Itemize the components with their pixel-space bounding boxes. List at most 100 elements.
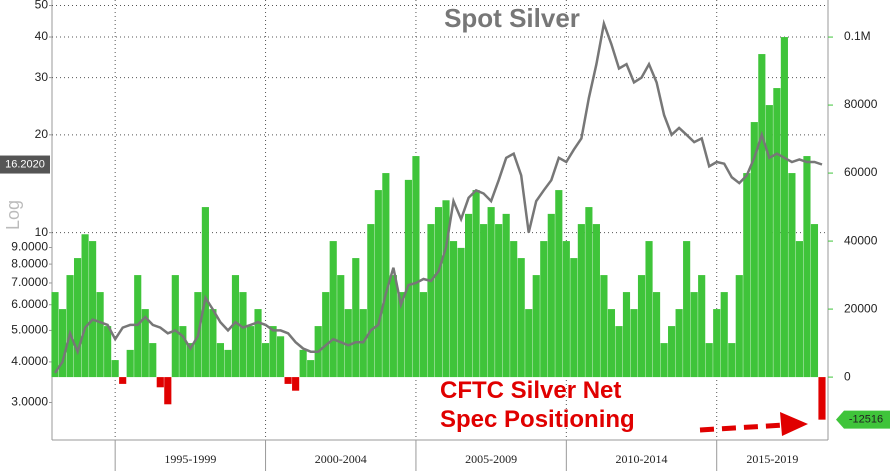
bar xyxy=(51,292,59,378)
bar xyxy=(607,309,616,378)
bar xyxy=(186,343,194,378)
bar xyxy=(773,88,781,378)
last-value-tag xyxy=(0,155,50,174)
y-tick-label: 50 xyxy=(35,0,49,12)
bar xyxy=(66,275,74,378)
bar xyxy=(111,360,119,378)
bar xyxy=(728,343,736,378)
bar xyxy=(788,173,796,378)
bar xyxy=(570,258,578,378)
bar xyxy=(246,326,255,378)
bar xyxy=(540,241,548,378)
bar xyxy=(758,54,766,378)
bar xyxy=(487,207,495,378)
bar xyxy=(592,224,600,378)
bar xyxy=(547,213,555,378)
y2-tick-label: 0.1M xyxy=(844,29,871,43)
bar xyxy=(720,292,728,378)
y-tick-label: 8.0000 xyxy=(11,256,48,270)
series-annotation: CFTC Silver Net Spec Positioning xyxy=(440,377,635,433)
bar xyxy=(156,377,164,388)
y-tick-label: 6.0000 xyxy=(11,297,48,311)
bar xyxy=(743,173,751,378)
bar xyxy=(525,309,533,378)
bar xyxy=(780,37,788,378)
arrow-line xyxy=(699,422,786,433)
bar xyxy=(164,377,172,405)
x-period-label: 2015-2019 xyxy=(746,452,798,466)
bar xyxy=(58,309,67,378)
bar xyxy=(803,156,811,378)
bar xyxy=(818,377,826,420)
y2-tick-label: 0 xyxy=(844,369,851,383)
bar xyxy=(344,309,352,378)
bar xyxy=(683,241,691,378)
bar xyxy=(442,200,450,378)
last-value-label: -12516 xyxy=(849,414,883,426)
bar xyxy=(277,336,285,378)
bar xyxy=(419,292,428,378)
y-tick-label: 7.0000 xyxy=(11,275,48,289)
bar xyxy=(690,292,698,378)
y-tick-label: 3.0000 xyxy=(11,395,48,409)
y-tick-label: 20 xyxy=(35,127,49,141)
bar xyxy=(329,241,337,378)
bar xyxy=(397,292,405,378)
bar xyxy=(374,190,382,378)
bar xyxy=(510,241,518,378)
bar xyxy=(622,292,631,378)
bar xyxy=(555,190,563,378)
bar xyxy=(577,224,585,378)
bar xyxy=(698,275,706,378)
bar xyxy=(465,213,473,378)
y-tick-label: 30 xyxy=(35,70,49,84)
bar xyxy=(810,224,819,378)
bar xyxy=(104,326,112,378)
bar xyxy=(427,224,435,378)
bar xyxy=(765,105,773,378)
bar xyxy=(96,292,104,378)
y-tick-label: 4.0000 xyxy=(11,354,48,368)
bar xyxy=(119,377,127,384)
bar xyxy=(201,207,209,378)
bar xyxy=(209,309,217,378)
x-period-label: 2010-2014 xyxy=(616,452,668,466)
bar xyxy=(412,156,420,378)
bar xyxy=(600,275,608,378)
bar xyxy=(705,343,713,378)
plot: 3.0000 4.0000 5.0000 6.0000 7.0000 8.0000 9.00… xyxy=(11,0,878,471)
y2-tick-label: 40000 xyxy=(844,233,878,247)
x-period-label: 2005-2009 xyxy=(465,452,517,466)
bar xyxy=(224,349,232,378)
bar xyxy=(322,292,330,378)
bar xyxy=(73,258,82,378)
bar xyxy=(645,241,653,378)
y2-tick-label: 80000 xyxy=(844,97,878,111)
y2-tick-label: 60000 xyxy=(844,165,878,179)
bar xyxy=(269,326,277,378)
bar xyxy=(502,213,510,378)
bar xyxy=(735,275,743,378)
bar xyxy=(480,224,488,378)
chart-title: Spot Silver xyxy=(444,3,580,33)
arrow xyxy=(699,412,808,436)
bar xyxy=(585,207,593,378)
bar xyxy=(254,309,262,378)
bar xyxy=(307,360,315,378)
bar xyxy=(562,241,570,378)
bar xyxy=(637,275,646,378)
bar xyxy=(299,349,307,378)
bar xyxy=(171,275,179,378)
bar xyxy=(750,122,758,378)
bar xyxy=(382,173,390,378)
bar xyxy=(337,275,345,378)
bar xyxy=(630,309,638,378)
bar xyxy=(795,241,803,378)
bar xyxy=(89,241,97,378)
bar xyxy=(239,292,247,378)
y-tick-label: 10 xyxy=(35,225,49,239)
bar xyxy=(713,309,721,378)
bar xyxy=(261,343,270,378)
bar xyxy=(216,343,225,378)
arrow-head xyxy=(780,412,808,436)
